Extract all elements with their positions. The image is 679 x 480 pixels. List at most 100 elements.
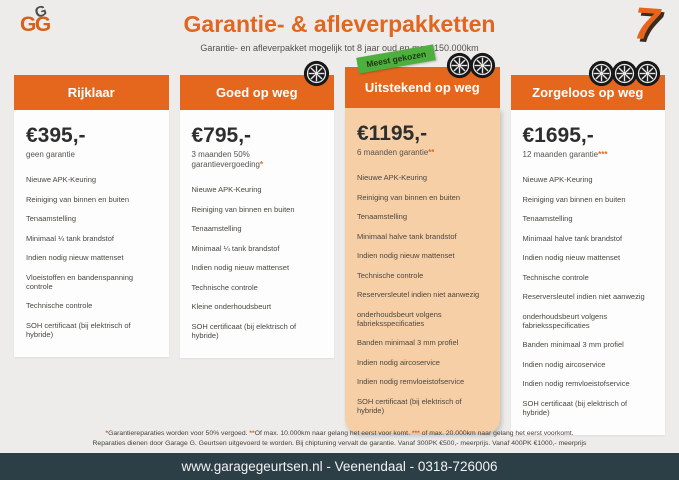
package-item: Technische controle: [191, 282, 258, 292]
package-item: onderhoudsbeurt volgens fabrieksspecific…: [357, 309, 442, 328]
package-column: Meest gekozen Uitstekend op weg €1195,- …: [345, 44, 500, 433]
decoration-seven: 7: [632, 0, 661, 50]
package-item: SOH certificaat (bij elektrisch of hybri…: [191, 321, 297, 340]
package-item: Reiniging van binnen en buiten: [26, 194, 129, 204]
package-item: Tenaamstelling: [26, 214, 77, 223]
package-sub: 12 maanden garantie: [522, 150, 599, 159]
package-column: Zorgeloos op weg €1695,- 12 maanden gara…: [510, 60, 665, 435]
package-item: Nieuwe APK-Keuring: [522, 175, 593, 184]
footnote-segment: of max. 20.000km naar gelang het eerst v…: [421, 430, 574, 437]
package-item: Reserversleutel indien niet aanwezig: [357, 290, 480, 299]
package-item: Indien nodig nieuw mattenset: [357, 251, 455, 260]
package-card: €1195,- 6 maanden garantie** Nieuwe APK-…: [345, 108, 500, 433]
package-item: Reserversleutel indien niet aanwezig: [522, 292, 645, 301]
logo-bottom-letters: GG: [20, 13, 51, 36]
footnote-segment: Reparaties dienen door Garage G. Geurtse…: [92, 439, 587, 447]
package-sub-stars: ***: [598, 150, 608, 159]
package-sub-line: 6 maanden garantie**: [357, 148, 488, 158]
package-price: €1695,-: [522, 124, 594, 147]
package-items: Nieuwe APK-Keuring Reiniging van binnen e…: [523, 175, 654, 417]
package-card: €395,- geen garantie Nieuwe APK-Keuring R…: [14, 110, 169, 357]
package-item: Reiniging van binnen en buiten: [357, 192, 460, 202]
package-name: Rijklaar: [67, 85, 115, 100]
package-header: Zorgeloos op weg: [510, 60, 665, 110]
package-sub: geen garantie: [26, 150, 75, 159]
package-item: Nieuwe APK-Keuring: [191, 185, 262, 194]
footnote-line2: Reparaties dienen door Garage G. Geurtse…: [0, 439, 679, 449]
wheel-icons: [446, 52, 496, 82]
page-header: G GG Garantie- & afleverpakketten Garant…: [0, 0, 679, 56]
tire-wheel-icon: [634, 60, 661, 90]
package-item: Nieuwe APK-Keuring: [357, 173, 428, 182]
package-items: Nieuwe APK-Keuring Reiniging van binnen e…: [192, 185, 323, 340]
package-item: Tenaamstelling: [191, 224, 242, 233]
package-price: €795,-: [191, 124, 252, 147]
package-item: Technische controle: [357, 270, 424, 280]
package-item: Indien nodig aircoservice: [357, 357, 440, 367]
package-item: SOH certificaat (bij elektrisch of hybri…: [357, 396, 462, 415]
package-item: SOH certificaat (bij elektrisch of hybri…: [26, 320, 131, 339]
package-item: Nieuwe APK-Keuring: [26, 175, 97, 184]
package-items: Nieuwe APK-Keuring Reiniging van binnen e…: [26, 175, 157, 339]
package-sub-stars: **: [428, 148, 435, 157]
wheel-icons: [588, 60, 661, 90]
package-card: €1695,- 12 maanden garantie*** Nieuwe AP…: [510, 110, 665, 435]
package-price: €1195,-: [357, 122, 428, 145]
package-item: Indien nodig nieuw mattenset: [522, 253, 621, 262]
package-name: Zorgeloos op weg: [532, 85, 644, 100]
package-column: Rijklaar €395,- geen garantie Nieuwe APK…: [14, 75, 169, 357]
package-item: Reiniging van binnen en buiten: [191, 204, 295, 214]
package-name: Goed op weg: [215, 85, 298, 100]
package-header: Goed op weg: [179, 60, 334, 110]
package-sub-stars: *: [260, 160, 264, 169]
package-item: Indien nodig remvloeistofservice: [357, 377, 465, 386]
footnote-segment: Of max. 10.000km naar gelang het eerst v…: [254, 430, 412, 437]
page-title: Garantie- & afleverpakketten: [183, 11, 496, 37]
package-item: Tenaamstelling: [522, 214, 573, 223]
package-sub-line: geen garantie: [26, 150, 157, 160]
footnote-segment: ***: [411, 430, 422, 437]
tire-wheel-icon: [611, 60, 638, 90]
footnote-segment: **: [249, 430, 255, 437]
package-header: Rijklaar: [14, 75, 169, 110]
package-item: Indien nodig nieuw mattenset: [191, 263, 290, 272]
wheel-icons: [303, 60, 330, 90]
package-item: Minimaal ¼ tank brandstof: [26, 233, 114, 243]
footer-bar: www.garagegeurtsen.nl - Veenendaal - 031…: [0, 453, 679, 480]
package-card: €795,- 3 maanden 50% garantievergoeding*…: [179, 110, 334, 358]
package-name: Uitstekend op weg: [364, 80, 480, 95]
footer-text: www.garagegeurtsen.nl - Veenendaal - 031…: [181, 459, 498, 474]
logo-top-letter: G: [32, 2, 50, 22]
package-sub-line: 12 maanden garantie***: [523, 150, 654, 160]
package-sub: 3 maanden 50% garantievergoeding: [191, 150, 261, 169]
package-item: Minimaal ¼ tank brandstof: [191, 243, 280, 253]
package-sub: 6 maanden garantie: [357, 148, 429, 157]
packages-row: Rijklaar €395,- geen garantie Nieuwe APK…: [0, 44, 679, 435]
tire-wheel-icon: [469, 52, 496, 82]
package-item: Indien nodig aircoservice: [522, 359, 606, 369]
package-sub-line: 3 maanden 50% garantievergoeding*: [192, 150, 323, 170]
package-item: Minimaal halve tank brandstof: [522, 233, 623, 243]
package-item: Technische controle: [522, 272, 589, 282]
footnote-segment: Garantiereparaties worden voor 50% vergo…: [108, 430, 250, 437]
package-item: Reiniging van binnen en buiten: [522, 194, 626, 204]
tire-wheel-icon: [303, 60, 330, 90]
package-item: Indien nodig remvloeistofservice: [522, 379, 630, 388]
package-item: Indien nodig nieuw mattenset: [26, 253, 124, 262]
footnote-line1: *Garantiereparaties worden voor 50% verg…: [0, 429, 679, 439]
package-item: Banden minimaal 3 mm profiel: [357, 338, 459, 347]
page-subtitle: Garantie- en afleverpakket mogelijk tot …: [200, 43, 479, 53]
package-column: Goed op weg €795,- 3 maanden 50% garanti…: [179, 60, 334, 358]
package-item: onderhoudsbeurt volgens fabrieksspecific…: [522, 311, 608, 330]
package-item: Technische controle: [26, 301, 93, 310]
package-item: Kleine onderhoudsbeurt: [191, 302, 272, 311]
package-item: Minimaal halve tank brandstof: [357, 231, 457, 241]
package-item: Tenaamstelling: [357, 212, 408, 221]
garage-logo: G GG: [20, 2, 51, 36]
package-item: Banden minimaal 3 mm profiel: [522, 340, 624, 349]
tire-wheel-icon: [446, 52, 473, 82]
package-item: Vloeistoffen en bandenspanning controle: [26, 272, 134, 291]
package-items: Nieuwe APK-Keuring Reiniging van binnen e…: [357, 173, 488, 415]
package-header: Uitstekend op weg: [345, 52, 500, 108]
